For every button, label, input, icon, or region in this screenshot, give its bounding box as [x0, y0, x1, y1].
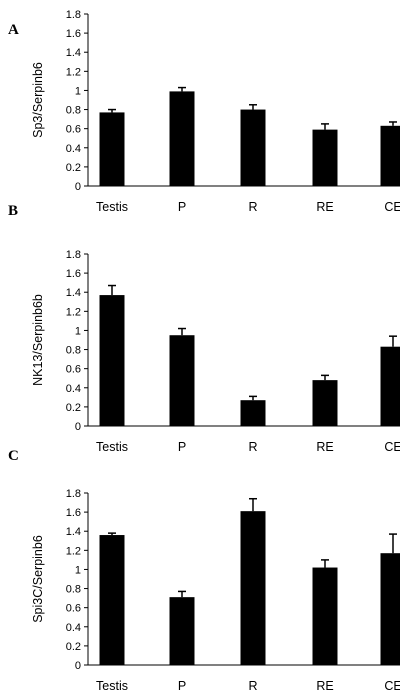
x-tick-label: R: [248, 440, 257, 454]
y-tick-label: 1.2: [66, 66, 81, 78]
y-tick-label: 0: [75, 660, 81, 672]
y-tick-label: 1.8: [66, 488, 81, 500]
x-tick-label: RE: [316, 679, 333, 693]
y-tick-label: 0: [75, 181, 81, 193]
y-axis-label: NK13/Serpinb6b: [31, 294, 45, 386]
panel-letter: B: [8, 203, 18, 219]
bar-ce: [380, 346, 400, 426]
y-tick-label: 1.6: [66, 268, 81, 280]
chart-panel-a: A Sp3/Serpinb6 0 0.2 0.4 0.6 0.8 1 1.2 1.4 1.6 1.8 T…: [8, 9, 400, 214]
y-tick-label: 0.4: [66, 622, 81, 634]
x-tick-label: P: [178, 440, 186, 454]
y-tick-label: 0.6: [66, 124, 81, 136]
y-tick-label: 0.4: [66, 383, 81, 395]
chart-panel-c: C Spi3C/Serpinb6 0 0.2 0.4 0.6 0.8 1 1.2 1.4 1.6 1.…: [8, 448, 400, 693]
y-tick-label: 0.8: [66, 105, 81, 117]
y-axis-label: Sp3/Serpinb6: [31, 62, 45, 138]
chart-panel-b: B NK13/Serpinb6b 0 0.2 0.4 0.6 0.8 1 1.2 1.4 1.6 1.…: [8, 203, 400, 454]
x-tick-label: P: [178, 679, 186, 693]
bar-r: [240, 511, 266, 665]
bar-re: [312, 567, 338, 665]
panel-letter: C: [8, 448, 19, 464]
y-axis-label: Spi3C/Serpinb6: [31, 535, 45, 623]
bar-r: [240, 400, 266, 426]
x-tick-label: R: [248, 679, 257, 693]
bar-p: [169, 597, 195, 665]
bar-re: [312, 129, 338, 186]
y-tick-label: 1.2: [66, 306, 81, 318]
y-tick-label: 1: [75, 325, 81, 337]
y-tick-label: 1.8: [66, 9, 81, 21]
bar-testis: [99, 112, 125, 186]
x-tick-label: Testis: [96, 200, 128, 214]
x-tick-label: R: [248, 200, 257, 214]
panel-letter: A: [8, 22, 19, 38]
bar-p: [169, 335, 195, 426]
y-tick-label: 1.2: [66, 545, 81, 557]
x-tick-label: P: [178, 200, 186, 214]
y-tick-label: 1: [75, 564, 81, 576]
bar-p: [169, 91, 195, 186]
x-tick-label: RE: [316, 200, 333, 214]
y-tick-label: 0.4: [66, 143, 81, 155]
y-tick-label: 0.6: [66, 603, 81, 615]
x-tick-label: Testis: [96, 440, 128, 454]
y-tick-label: 0.8: [66, 345, 81, 357]
y-tick-label: 1.6: [66, 507, 81, 519]
y-tick-label: 0: [75, 421, 81, 433]
y-tick-label: 1.6: [66, 28, 81, 40]
y-tick-label: 0.8: [66, 584, 81, 596]
y-tick-label: 1.4: [66, 287, 81, 299]
y-tick-label: 0.2: [66, 402, 81, 414]
x-tick-label: RE: [316, 440, 333, 454]
y-tick-label: 0.2: [66, 162, 81, 174]
y-tick-label: 1: [75, 85, 81, 97]
bar-ce: [380, 553, 400, 665]
y-tick-label: 1.4: [66, 526, 81, 538]
y-tick-label: 0.2: [66, 641, 81, 653]
y-tick-label: 1.8: [66, 249, 81, 261]
x-tick-label: CE: [384, 440, 400, 454]
bar-r: [240, 109, 266, 186]
bar-testis: [99, 535, 125, 665]
y-tick-label: 0.6: [66, 364, 81, 376]
x-tick-label: Testis: [96, 679, 128, 693]
y-tick-label: 1.4: [66, 47, 81, 59]
bar-ce: [380, 125, 400, 186]
x-tick-label: CE: [384, 200, 400, 214]
bar-testis: [99, 295, 125, 426]
x-tick-label: CE: [384, 679, 400, 693]
bar-re: [312, 380, 338, 426]
